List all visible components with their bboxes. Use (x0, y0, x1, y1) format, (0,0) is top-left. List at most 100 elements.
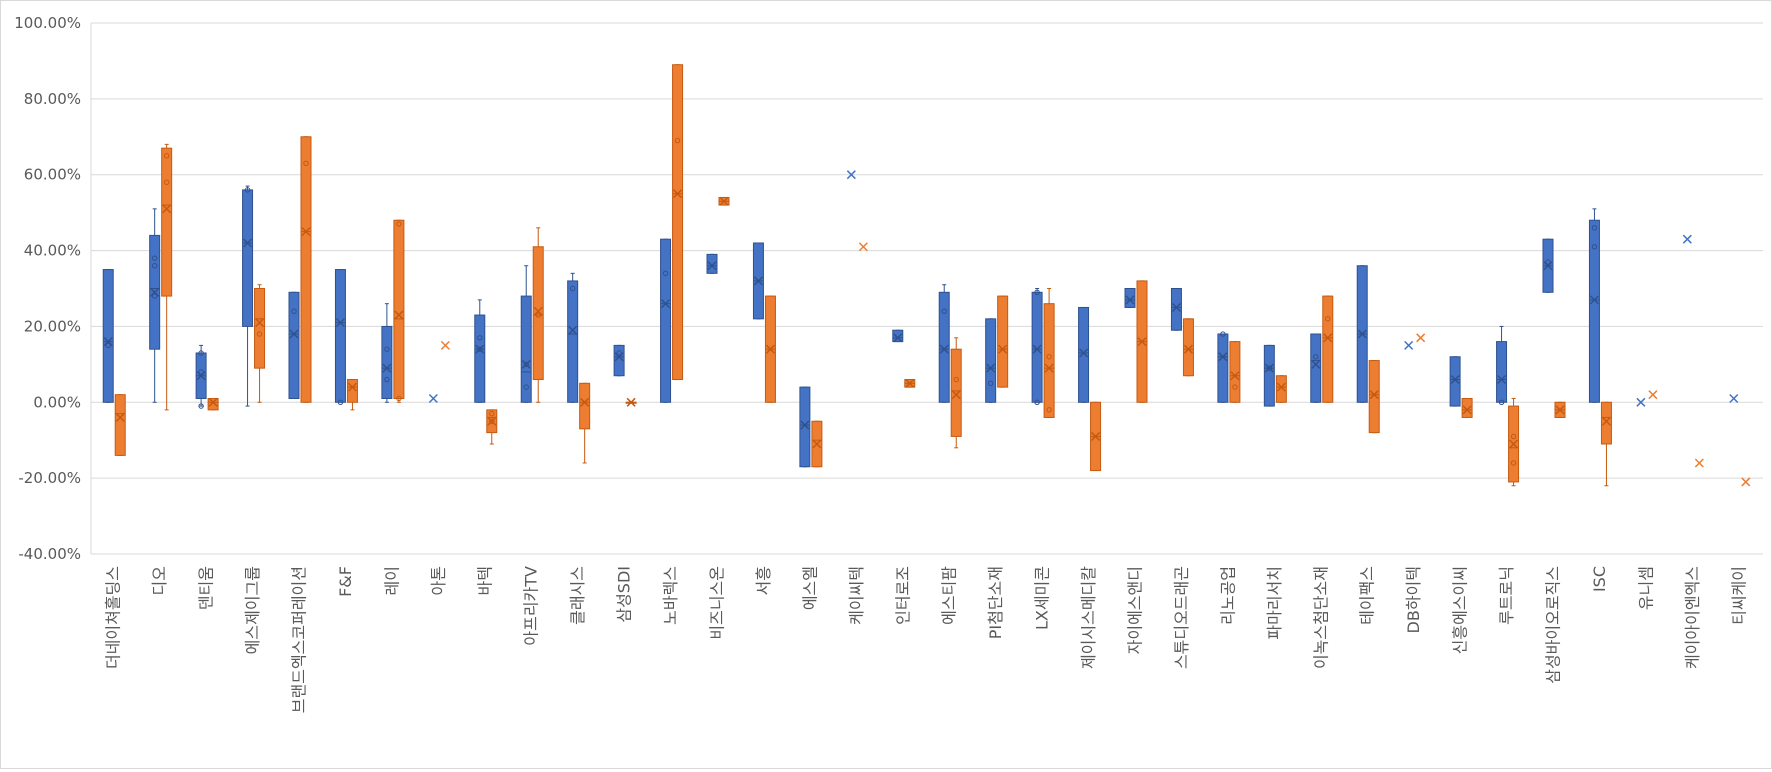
inner-point (198, 369, 204, 375)
mean-marker (255, 318, 265, 328)
mean-marker (858, 242, 868, 252)
series-b-box (764, 295, 776, 403)
inner-point (1498, 399, 1505, 405)
iqr-box (1229, 341, 1241, 403)
mean-marker (1357, 329, 1367, 339)
mean-marker (1079, 348, 1089, 358)
mean-marker (893, 333, 903, 343)
series-a-box (334, 269, 346, 405)
mean-marker (1497, 374, 1507, 385)
iqr-box (254, 288, 266, 369)
y-tick-label: 0.00% (33, 393, 81, 411)
x-category-label: ISC (1590, 566, 1609, 592)
x-axis-category-labels: 더네이쳐홀딩스 디오 덴티움 에스제이그룹 브랜드엑스코퍼레이션 F&F 레이 아톤 바텍 아프리… (104, 566, 1749, 713)
mean-marker (1125, 295, 1135, 305)
mean-marker (162, 204, 172, 214)
iqr-box (660, 238, 672, 403)
series-b-box (1600, 401, 1612, 487)
inner-point (535, 312, 541, 318)
mean-marker (1183, 344, 1193, 354)
series-b-box (1508, 397, 1520, 487)
iqr-box (207, 397, 219, 411)
mean-marker (1509, 439, 1519, 449)
mean-marker (1729, 393, 1739, 404)
mean-marker (580, 397, 590, 407)
mean-marker (846, 170, 856, 180)
inner-point (662, 270, 669, 277)
series-a-box (660, 238, 672, 403)
x-category-label: 에스제이그룹 (243, 566, 262, 654)
y-axis-tick-labels: 100.00% 80.00% 60.00% 40.00% 20.00% 0.00% -20.… (14, 14, 81, 563)
inner-point (489, 410, 495, 417)
iqr-box (1461, 397, 1473, 418)
mean-marker (1462, 405, 1472, 415)
inner-point (523, 384, 529, 390)
series-b-box (1275, 375, 1287, 403)
mean-marker (1032, 344, 1042, 354)
series-b-box (114, 394, 126, 456)
x-category-label: DB하이텍 (1404, 566, 1423, 633)
mean-marker (1694, 458, 1704, 468)
mean-marker (1741, 477, 1751, 487)
iqr-box (300, 136, 312, 403)
mean-marker (487, 416, 497, 426)
series-b-box (1322, 295, 1334, 403)
iqr-box (1217, 333, 1229, 403)
iqr-box (520, 295, 532, 403)
series-a-box (985, 318, 997, 403)
inner-point (523, 361, 529, 368)
series-b-box (718, 196, 730, 206)
x-category-label: 티씨케이 (1729, 566, 1748, 625)
x-category-label: 더네이쳐홀딩스 (104, 566, 123, 669)
iqr-box (161, 147, 173, 297)
mean-marker (103, 337, 113, 347)
y-tick-label: 100.00% (14, 14, 81, 32)
series-a-box (938, 284, 950, 403)
mean-marker (1091, 431, 1101, 441)
mean-marker (1636, 397, 1646, 407)
series-b-box (1694, 458, 1704, 468)
series-b-box (300, 136, 312, 403)
iqr-box (288, 291, 300, 399)
x-category-label: PI첨단소재 (986, 566, 1005, 639)
series-a-box (1031, 288, 1043, 405)
inner-point (303, 160, 309, 167)
mean-marker (719, 196, 729, 206)
iqr-box (706, 253, 718, 274)
series-b-box (346, 379, 358, 411)
inner-point (674, 137, 681, 144)
gridlines (90, 22, 1763, 555)
mean-marker (289, 329, 299, 339)
mean-marker (998, 344, 1008, 354)
mean-marker (753, 276, 763, 286)
iqr-box (985, 318, 997, 403)
x-category-label: 아프리카TV (522, 566, 541, 646)
mean-marker (800, 420, 810, 430)
series-b-box (904, 378, 916, 388)
iqr-box (242, 189, 254, 327)
y-tick-label: 40.00% (24, 242, 81, 260)
y-tick-label: 20.00% (24, 317, 81, 335)
x-category-label: 아톤 (429, 566, 448, 595)
series-a-box (520, 265, 532, 403)
iqr-box (799, 386, 811, 468)
inner-point (105, 342, 111, 349)
x-category-label: 클래시스 (568, 566, 587, 625)
iqr-box (393, 219, 405, 399)
series-b-box (1741, 477, 1751, 487)
series-a-box (1449, 356, 1461, 407)
x-category-label: 신흥에스이씨 (1451, 566, 1470, 654)
series-a-box (799, 386, 811, 468)
series-b-box (1368, 360, 1380, 434)
mean-marker (661, 299, 671, 309)
series-a-box (567, 272, 579, 403)
x-category-label: 바텍 (475, 566, 494, 595)
series-a-box (613, 344, 625, 377)
iqr-box (1182, 318, 1194, 377)
inner-point (291, 308, 297, 314)
box-series (102, 64, 1751, 487)
inner-point (1046, 407, 1052, 413)
series-a-box (892, 329, 904, 343)
series-b-box (1136, 280, 1148, 403)
series-b-box (254, 284, 266, 403)
